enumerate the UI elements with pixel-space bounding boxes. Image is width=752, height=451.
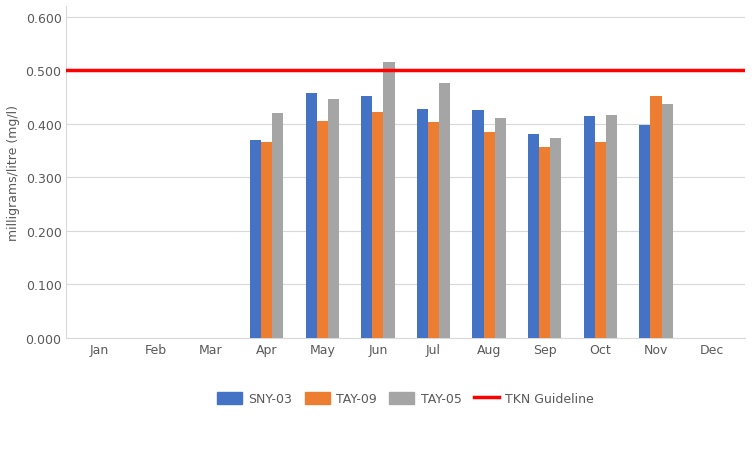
- Bar: [317, 121, 328, 338]
- Bar: [472, 111, 484, 338]
- Bar: [528, 135, 539, 338]
- Bar: [305, 93, 317, 338]
- Bar: [361, 97, 372, 338]
- Bar: [550, 138, 562, 338]
- Bar: [372, 113, 384, 338]
- Legend: SNY-03, TAY-09, TAY-05, TKN Guideline: SNY-03, TAY-09, TAY-05, TKN Guideline: [212, 387, 599, 410]
- Bar: [484, 133, 495, 338]
- Bar: [606, 116, 617, 338]
- Bar: [595, 143, 606, 338]
- Bar: [650, 97, 662, 338]
- Bar: [639, 125, 650, 338]
- Bar: [261, 143, 272, 338]
- Y-axis label: milligrams/litre (mg/l): milligrams/litre (mg/l): [7, 105, 20, 240]
- Bar: [428, 122, 439, 338]
- Bar: [250, 141, 261, 338]
- Bar: [584, 116, 595, 338]
- Bar: [539, 147, 550, 338]
- Bar: [662, 105, 673, 338]
- Bar: [439, 83, 450, 338]
- Bar: [384, 63, 395, 338]
- Bar: [495, 119, 506, 338]
- Bar: [328, 99, 339, 338]
- Bar: [417, 110, 428, 338]
- Bar: [272, 114, 284, 338]
